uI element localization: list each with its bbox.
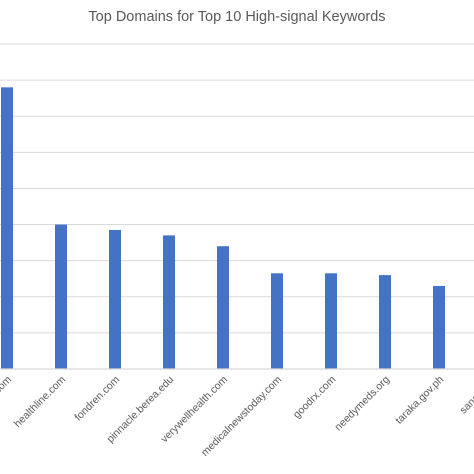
category-label: goodrx.com bbox=[291, 373, 338, 420]
bar bbox=[271, 273, 283, 369]
bar bbox=[433, 285, 445, 369]
category-label: .com bbox=[0, 373, 14, 398]
category-label: taraka.gov.ph bbox=[393, 374, 446, 427]
category-label: sanangelo bbox=[457, 374, 474, 417]
bar bbox=[55, 224, 67, 369]
bar bbox=[325, 273, 337, 369]
bar bbox=[217, 246, 229, 369]
bar bbox=[379, 275, 391, 369]
gridlines bbox=[0, 43, 474, 334]
bar bbox=[1, 87, 13, 369]
category-label: healthline.com bbox=[12, 373, 69, 430]
category-label: needymeds.org bbox=[332, 374, 392, 434]
category-label: fondren.com bbox=[72, 373, 122, 423]
bars bbox=[1, 87, 445, 369]
chart-title: Top Domains for Top 10 High-signal Keywo… bbox=[88, 9, 386, 25]
bar bbox=[163, 235, 175, 369]
bar bbox=[109, 229, 121, 369]
